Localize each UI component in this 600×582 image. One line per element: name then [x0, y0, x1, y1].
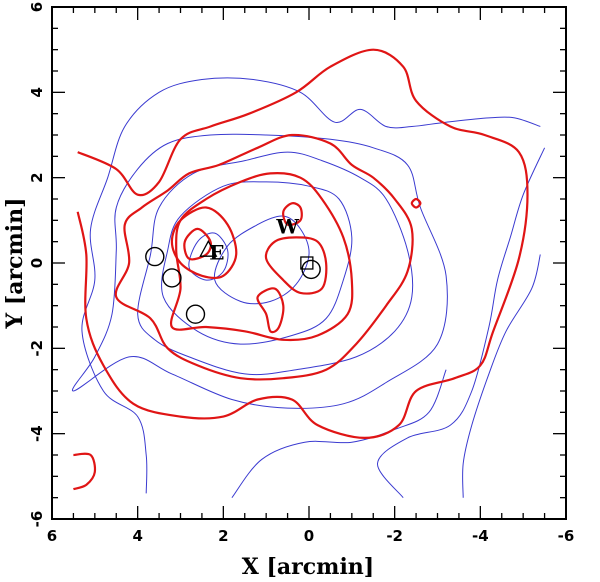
blue-contour-7 [376, 147, 546, 499]
x-tick-label: 6 [47, 527, 57, 545]
y-tick-label: -4 [28, 425, 46, 442]
x-tick-label: -4 [472, 527, 489, 545]
blue-contour-group [71, 77, 546, 499]
circle-marker-1 [145, 246, 165, 267]
x-tick-label: 4 [132, 527, 142, 545]
red-contour-2 [114, 133, 414, 381]
blue-contour-1 [81, 77, 541, 494]
triangle-marker [199, 239, 218, 257]
blue-contour-6 [188, 232, 229, 281]
circle-marker-3 [185, 304, 206, 324]
annotation-e: E [209, 240, 224, 264]
red-contour-3 [169, 172, 354, 342]
circle-marker-2 [162, 268, 182, 288]
x-tick-label: 2 [218, 527, 228, 545]
annotation-group: EW [209, 215, 299, 265]
y-tick-label: -6 [28, 511, 46, 528]
x-tick-label: 0 [304, 527, 314, 545]
blue-contour-4 [161, 181, 353, 345]
red-contour-4 [170, 206, 238, 280]
x-tick-label: -6 [558, 527, 575, 545]
red-contour-5 [183, 227, 213, 261]
red-contour-7 [256, 287, 285, 334]
y-tick-label: -2 [28, 340, 46, 357]
marker-group [145, 239, 321, 324]
y-tick-label: 4 [28, 87, 46, 97]
annotation-w: W [275, 215, 299, 239]
red-contour-9 [410, 197, 422, 209]
blue-contour-3 [137, 151, 414, 376]
tick-group [51, 6, 567, 520]
y-tick-label: 0 [28, 258, 46, 268]
red-contour-1 [76, 48, 529, 439]
red-contour-10 [73, 452, 97, 491]
blue-contour-8 [231, 369, 447, 499]
tick-label-group: 6 4 2 0 -2 -4 -6 -6 -4 -2 0 2 4 6 [28, 2, 574, 545]
blue-contour-9 [462, 254, 541, 498]
y-tick-label: 6 [28, 2, 46, 12]
y-axis-title: Y [arcmin] [2, 197, 28, 329]
blue-contour-5 [213, 215, 310, 305]
x-axis-title: X [arcmin] [242, 554, 374, 580]
x-tick-label: -2 [386, 527, 403, 545]
red-contour-6 [264, 236, 328, 295]
y-tick-label: 2 [28, 172, 46, 182]
red-contour-8 [282, 202, 303, 227]
red-contour-group [73, 48, 529, 491]
blue-contour-2 [71, 133, 448, 409]
square-marker [300, 256, 314, 270]
